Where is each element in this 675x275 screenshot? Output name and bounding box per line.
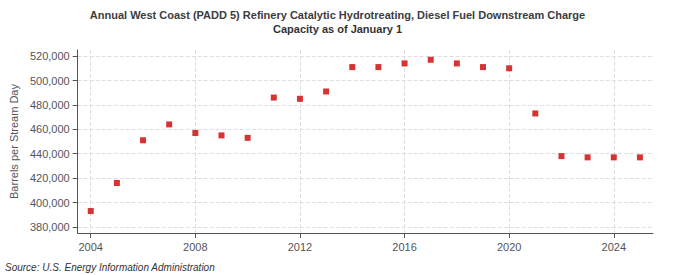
svg-text:Annual West Coast (PADD 5) Ref: Annual West Coast (PADD 5) Refinery Cata…	[90, 9, 585, 21]
svg-text:400,000: 400,000	[30, 197, 70, 209]
svg-text:2004: 2004	[78, 241, 102, 253]
svg-text:440,000: 440,000	[30, 148, 70, 160]
svg-text:500,000: 500,000	[30, 75, 70, 87]
svg-text:520,000: 520,000	[30, 50, 70, 62]
svg-text:Barrels per Stream Day: Barrels per Stream Day	[8, 84, 20, 199]
svg-text:Capacity as of January 1: Capacity as of January 1	[273, 23, 402, 35]
svg-text:480,000: 480,000	[30, 99, 70, 111]
svg-text:Source: U.S. Energy Informatio: Source: U.S. Energy Information Administ…	[5, 262, 215, 273]
svg-text:420,000: 420,000	[30, 172, 70, 184]
svg-text:2008: 2008	[183, 241, 207, 253]
svg-text:2012: 2012	[288, 241, 312, 253]
svg-text:460,000: 460,000	[30, 123, 70, 135]
svg-text:380,000: 380,000	[30, 221, 70, 233]
svg-text:2016: 2016	[392, 241, 416, 253]
svg-text:2024: 2024	[602, 241, 626, 253]
svg-text:2020: 2020	[497, 241, 521, 253]
